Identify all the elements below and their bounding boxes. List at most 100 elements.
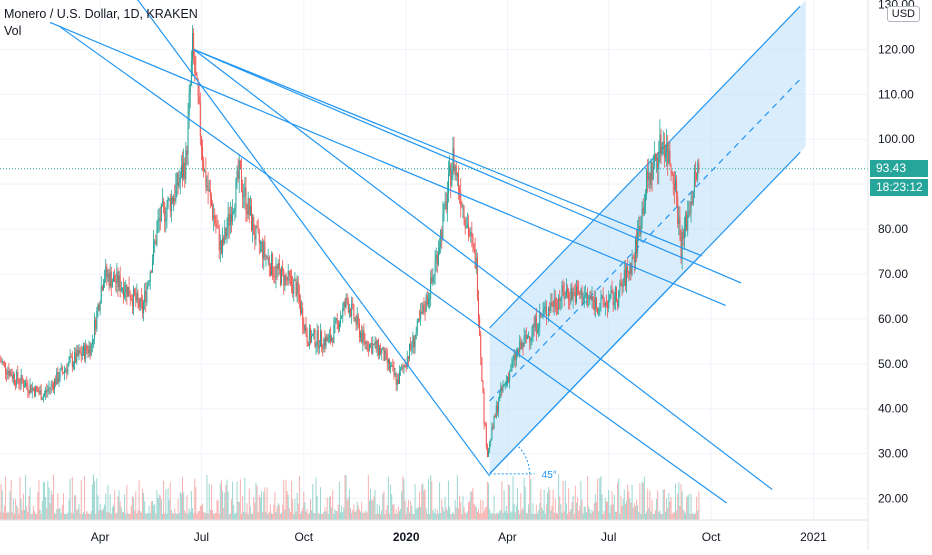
candle-body xyxy=(69,356,71,361)
candle-body xyxy=(384,350,386,361)
candle-body xyxy=(623,270,625,283)
candle-body xyxy=(5,362,7,373)
candle-body xyxy=(308,328,310,346)
candle-body xyxy=(486,446,488,457)
volume-bar xyxy=(99,503,101,520)
volume-bar xyxy=(70,512,72,520)
candle-body xyxy=(502,385,504,391)
volume-bar xyxy=(271,513,273,520)
volume-bar xyxy=(460,502,462,520)
candle-body xyxy=(296,282,298,296)
candle-body xyxy=(155,240,157,245)
candle-body xyxy=(431,277,433,283)
y-tick-label: 110.00 xyxy=(878,87,914,101)
volume-bar xyxy=(555,512,557,520)
currency-button[interactable]: USD xyxy=(886,6,920,22)
candle-body xyxy=(44,393,46,397)
volume-bar xyxy=(384,513,386,520)
angle-arc xyxy=(517,445,531,474)
parallel-channel[interactable] xyxy=(489,0,806,475)
candle-body xyxy=(368,343,370,351)
candle-body xyxy=(154,240,156,242)
candle-body xyxy=(166,207,168,219)
volume-bar xyxy=(81,513,83,520)
volume-bar xyxy=(417,507,419,520)
candle-body xyxy=(29,384,31,394)
volume-bar xyxy=(592,511,594,520)
candle-body xyxy=(474,248,476,269)
candle-body xyxy=(171,197,173,203)
volume-bar xyxy=(249,506,251,520)
volume-bar xyxy=(26,506,28,520)
volume-bar xyxy=(659,510,661,520)
volume-bar xyxy=(628,491,630,520)
candle-body xyxy=(544,306,546,309)
candle-body xyxy=(498,401,500,412)
candle-body xyxy=(338,323,340,330)
volume-bar xyxy=(234,513,236,520)
candle-body xyxy=(449,165,451,174)
candle-body xyxy=(244,187,246,197)
candle-body xyxy=(490,439,492,442)
candle-body xyxy=(143,302,145,313)
volume-bar xyxy=(0,483,2,520)
candle-body xyxy=(476,257,478,298)
candle-body xyxy=(506,377,508,382)
trendlines[interactable] xyxy=(49,0,773,504)
candle-body xyxy=(291,276,293,285)
volume-bar xyxy=(143,492,145,520)
candle-body xyxy=(663,141,665,157)
volume-bar xyxy=(412,513,414,520)
volume-bar xyxy=(568,487,570,520)
candle-body xyxy=(557,308,559,310)
candle-body xyxy=(403,365,405,367)
y-tick-label: 100.00 xyxy=(878,132,915,146)
volume-bar xyxy=(256,485,258,520)
volume-bar xyxy=(105,493,107,520)
volume-bar xyxy=(514,512,516,520)
volume-bar xyxy=(237,501,239,520)
volume-bar xyxy=(176,513,178,520)
candle-body xyxy=(456,173,458,177)
volume-bar xyxy=(611,491,613,520)
volume-bar xyxy=(347,497,349,520)
candle-body xyxy=(104,278,106,283)
candle-body xyxy=(512,359,514,362)
candle-body xyxy=(210,195,212,206)
volume-bar xyxy=(584,506,586,520)
candle-body xyxy=(525,335,527,339)
candle-body xyxy=(252,217,254,231)
volume-bar xyxy=(23,509,25,520)
candle-body xyxy=(658,155,660,170)
volume-bar xyxy=(135,491,137,520)
volume-bar xyxy=(275,512,277,520)
price-axis[interactable]: 20.0030.0040.0050.0060.0070.0080.0090.00… xyxy=(867,0,915,550)
candle-body xyxy=(348,309,350,313)
candle-body xyxy=(587,293,589,298)
candle-body xyxy=(515,352,517,361)
volume-bar xyxy=(240,513,242,520)
volume-bar xyxy=(377,513,379,520)
candle-body xyxy=(626,266,628,287)
candle-body xyxy=(169,198,171,212)
volume-bar xyxy=(653,513,655,520)
volume-bar xyxy=(522,507,524,520)
candle-body xyxy=(327,337,329,342)
volume-bar xyxy=(457,508,459,520)
volume-bar xyxy=(598,511,600,520)
volume-bar xyxy=(447,480,449,520)
candle-body xyxy=(72,363,74,368)
volume-bar xyxy=(454,500,456,520)
volume-bar xyxy=(189,511,191,520)
time-axis[interactable]: Apr Jul Oct 2020 Apr Jul Oct 2021 xyxy=(0,519,868,544)
candle-body xyxy=(316,330,318,345)
volume-bar xyxy=(196,513,198,520)
volume-bar xyxy=(66,513,68,520)
candle-body xyxy=(115,281,117,283)
candle-body xyxy=(531,334,533,338)
volume-bar xyxy=(305,511,307,520)
volume-bar xyxy=(590,513,592,520)
volume-bar xyxy=(535,504,537,520)
